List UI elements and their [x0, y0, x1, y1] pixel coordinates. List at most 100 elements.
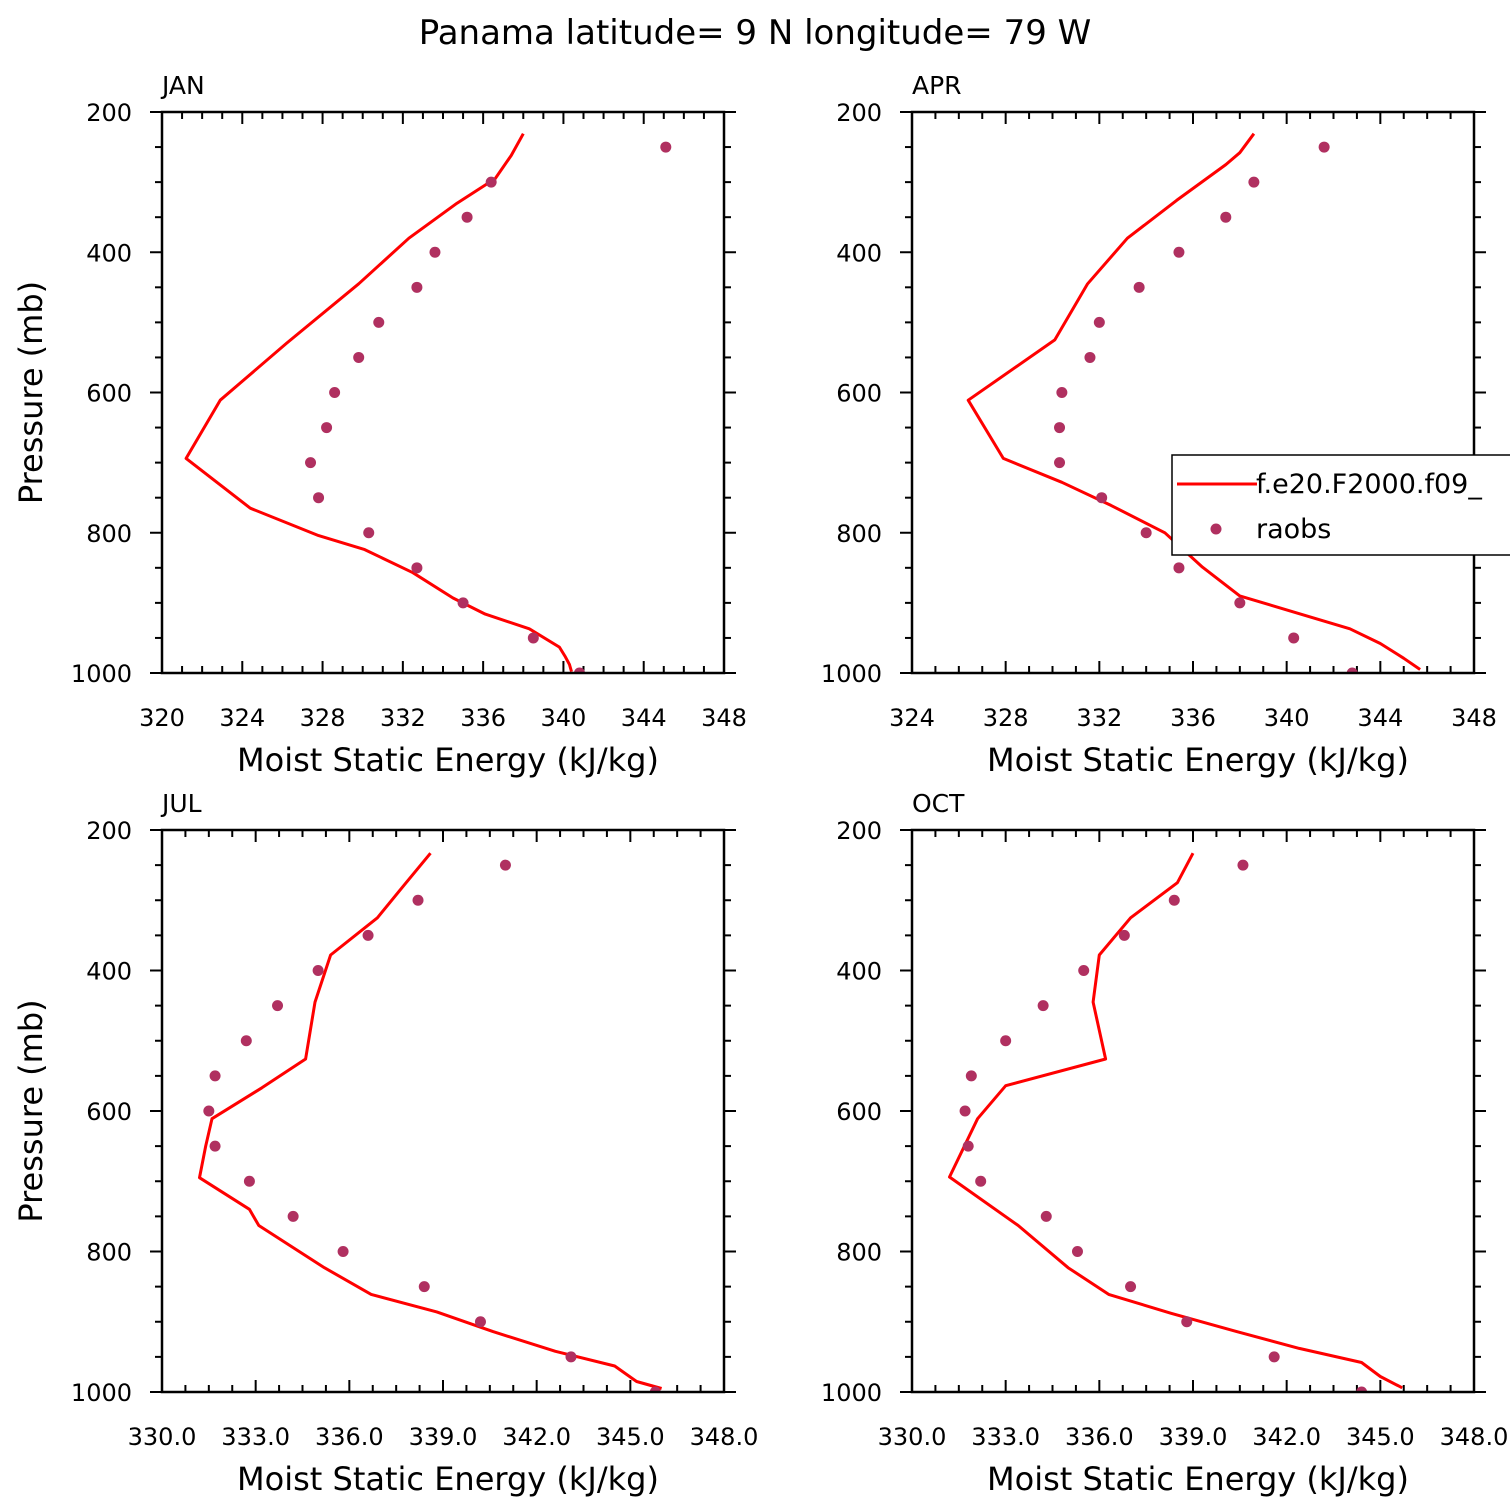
- y-tick-label: 1000: [821, 660, 882, 688]
- y-tick-label: 400: [836, 958, 882, 986]
- x-tick-label: 333.0: [971, 1423, 1040, 1451]
- x-axis-label: Moist Static Energy (kJ/kg): [987, 741, 1409, 779]
- panel-title: OCT: [912, 789, 965, 818]
- x-axis-label: Moist Static Energy (kJ/kg): [237, 1460, 659, 1498]
- x-tick-label: 340: [1264, 704, 1310, 732]
- plot-area: [184, 132, 672, 673]
- x-tick-label: 328: [300, 704, 346, 732]
- x-tick-label: 339.0: [409, 1423, 478, 1451]
- y-tick-label: 600: [86, 380, 132, 408]
- raobs-point: [1168, 894, 1180, 906]
- raobs-point: [337, 1246, 349, 1257]
- raobs-point: [429, 246, 441, 258]
- model-line: [966, 132, 1421, 671]
- panel-title: APR: [912, 71, 962, 100]
- x-tick-label: 336.0: [315, 1423, 384, 1451]
- raobs-point: [272, 1000, 284, 1012]
- raobs-point: [975, 1175, 987, 1187]
- x-tick-label: 348: [701, 704, 747, 732]
- x-tick-label: 336.0: [1065, 1423, 1134, 1451]
- plot-area: [966, 132, 1421, 673]
- raobs-point: [373, 316, 385, 328]
- plot-frame: [160, 110, 726, 675]
- panel-jan: JAN 320 324 328 332 336 340 344 348 200 400 600 800 1…: [12, 71, 747, 779]
- raobs-point: [353, 351, 365, 363]
- x-axis-label: Moist Static Energy (kJ/kg): [987, 1460, 1409, 1498]
- panel-jul: JUL 330.0 333.0 336.0 339.0 342.0 345.0 348.0 20…: [12, 789, 758, 1498]
- x-tick-label: 339.0: [1159, 1423, 1228, 1451]
- raobs-point: [209, 1140, 221, 1152]
- raobs-point: [1140, 527, 1152, 539]
- raobs-point: [660, 141, 672, 153]
- y-tick-label: 800: [836, 1239, 882, 1267]
- raobs-point: [965, 1070, 977, 1082]
- x-tick-label: 345.0: [596, 1423, 665, 1451]
- raobs-point: [1037, 1000, 1049, 1012]
- raobs-point: [1071, 1246, 1083, 1257]
- raobs-point: [461, 211, 473, 223]
- y-tick-label: 1000: [821, 1379, 882, 1407]
- figure-title: Panama latitude= 9 N longitude= 79 W: [419, 13, 1092, 53]
- raobs-point: [203, 1105, 215, 1117]
- raobs-point: [1096, 492, 1108, 504]
- raobs-point: [1056, 387, 1068, 398]
- raobs-point: [1237, 859, 1249, 871]
- legend-point-swatch: [1210, 523, 1222, 535]
- x-tick-label: 348: [1451, 704, 1497, 732]
- raobs-point: [1173, 562, 1185, 574]
- x-axis-label: Moist Static Energy (kJ/kg): [237, 741, 659, 779]
- y-axis-label: Pressure (mb): [12, 281, 50, 504]
- raobs-point: [485, 176, 497, 188]
- plot-frame: [910, 110, 1476, 675]
- raobs-point: [474, 1316, 486, 1328]
- raobs-point: [411, 281, 423, 293]
- x-tick-label: 342.0: [502, 1423, 571, 1451]
- raobs-point: [649, 1386, 661, 1392]
- y-tick-label: 600: [836, 1098, 882, 1126]
- raobs-point: [313, 492, 325, 504]
- x-tick-label: 344: [1357, 704, 1403, 732]
- x-tick-label: 348.0: [1440, 1423, 1509, 1451]
- y-tick-label: 800: [86, 1239, 132, 1267]
- x-tick-label: 320: [139, 704, 185, 732]
- legend: f.e20.F2000.f09_raobs: [1171, 454, 1510, 556]
- plot-frame: [160, 828, 726, 1394]
- raobs-point: [962, 1140, 974, 1152]
- raobs-point: [362, 929, 374, 941]
- panel-title: JUL: [160, 789, 202, 818]
- raobs-point: [363, 527, 375, 539]
- x-tick-label: 330.0: [878, 1423, 947, 1451]
- raobs-point: [1173, 246, 1185, 258]
- y-tick-label: 400: [86, 958, 132, 986]
- raobs-point: [411, 562, 423, 574]
- y-tick-label: 200: [86, 817, 132, 845]
- raobs-point: [1346, 667, 1358, 673]
- x-tick-label: 344: [621, 704, 667, 732]
- raobs-point: [457, 597, 469, 609]
- model-line: [184, 132, 573, 673]
- raobs-point: [287, 1210, 299, 1222]
- raobs-point: [1125, 1281, 1137, 1293]
- raobs-point: [329, 387, 341, 398]
- x-tick-label: 324: [219, 704, 265, 732]
- panels: JAN 320 324 328 332 336 340 344 348 200 400 600 800 1…: [12, 71, 1510, 1498]
- x-tick-label: 336: [1170, 704, 1216, 732]
- raobs-point: [1054, 457, 1066, 469]
- legend-label: raobs: [1256, 514, 1331, 545]
- raobs-point: [1118, 929, 1130, 941]
- y-tick-label: 800: [86, 520, 132, 548]
- raobs-point: [1078, 965, 1090, 976]
- x-tick-label: 324: [889, 704, 935, 732]
- raobs-point: [1220, 211, 1232, 223]
- y-tick-label: 200: [836, 817, 882, 845]
- y-axis-label: Pressure (mb): [12, 999, 50, 1222]
- x-tick-label: 332: [1076, 704, 1122, 732]
- x-tick-label: 333.0: [221, 1423, 290, 1451]
- y-tick-label: 1000: [71, 660, 132, 688]
- panel-apr: APR 324 328 332 336 340 344 348 200 400 600 800 1000…: [821, 71, 1510, 779]
- raobs-point: [321, 422, 333, 434]
- raobs-point: [305, 457, 317, 469]
- model-line: [948, 852, 1403, 1390]
- raobs-point: [1040, 1210, 1052, 1222]
